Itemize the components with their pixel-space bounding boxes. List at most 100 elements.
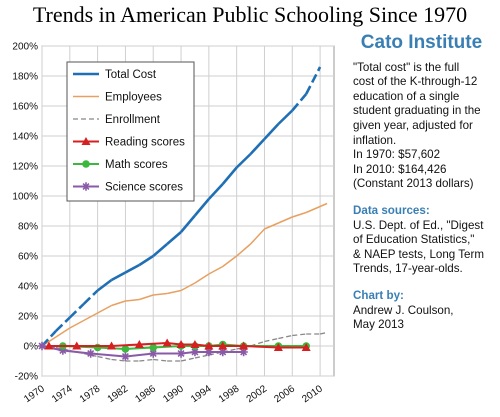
series-segment — [139, 294, 154, 301]
series-segment — [180, 357, 196, 362]
author-line: Andrew J. Coulson, — [353, 303, 454, 317]
series-segment — [138, 254, 154, 267]
x-tick-label: 2002 — [245, 383, 270, 405]
series-segment — [222, 255, 238, 268]
chart-by-heading: Chart by: — [353, 288, 404, 302]
data-point — [190, 347, 200, 357]
series-segment — [166, 231, 182, 245]
data-point — [239, 341, 249, 350]
series-segment — [124, 263, 140, 274]
description-line: student graduating in the — [353, 104, 481, 118]
series-segment — [292, 333, 307, 337]
data-point — [107, 341, 117, 350]
sources-heading: Data sources: — [353, 203, 430, 217]
x-tick-label: 1986 — [133, 383, 158, 405]
series-segment — [193, 198, 210, 217]
legend-item-employees: Employees — [73, 92, 162, 104]
y-tick-label: -20% — [15, 372, 38, 383]
y-tick-label: 0% — [24, 342, 39, 353]
series-segment — [180, 214, 196, 233]
data-point — [93, 343, 102, 352]
series-segment — [83, 312, 98, 322]
legend-item-reading: Reading scores — [73, 137, 185, 149]
legend-label: Total Cost — [105, 69, 157, 81]
data-point — [239, 347, 248, 357]
data-point — [37, 341, 47, 351]
cost-1970: In 1970: $57,602 — [353, 148, 441, 162]
data-point — [149, 343, 158, 352]
sources-line: & NAEP tests, Long Term — [353, 247, 485, 261]
data-point — [190, 340, 200, 348]
description-line: "Total cost" is the full — [353, 60, 460, 74]
data-point — [121, 345, 130, 353]
series-segment — [152, 243, 168, 257]
data-point — [218, 341, 228, 350]
series-segment — [221, 166, 238, 185]
series-reading — [44, 338, 311, 351]
series-segment — [264, 337, 279, 343]
constant-dollars-note: (Constant 2013 dollars) — [353, 177, 474, 191]
author-line: May 2013 — [353, 318, 404, 332]
y-tick-label: 80% — [18, 222, 38, 233]
x-tick-label: 1994 — [189, 383, 214, 405]
series-segment — [319, 202, 328, 208]
data-point — [134, 340, 144, 348]
series-segment — [235, 153, 252, 169]
series-segment — [236, 243, 252, 257]
series-segment — [250, 228, 266, 245]
legend-label: Science scores — [105, 182, 183, 194]
series-segment — [55, 327, 71, 338]
x-tick-label: 2006 — [272, 383, 297, 405]
chart-title: Trends in American Public Schooling Sinc… — [32, 2, 468, 27]
data-point — [301, 343, 311, 351]
x-tick-label: 1998 — [217, 383, 242, 405]
legend-label: Reading scores — [105, 137, 185, 149]
data-point — [273, 343, 283, 351]
series-segment — [249, 138, 266, 155]
series-segment — [277, 109, 294, 125]
legend-label: Employees — [105, 92, 162, 104]
series-segment — [69, 319, 85, 329]
x-tick-label: 1970 — [22, 383, 47, 405]
series-segment — [139, 342, 168, 346]
description-line: inflation. — [353, 133, 397, 147]
series-segment — [153, 345, 182, 349]
legend-label: Math scores — [105, 159, 168, 171]
legend-item-total_cost: Total Cost — [73, 69, 157, 81]
series-segment — [243, 345, 279, 349]
legend-marker — [81, 137, 91, 145]
series-segment — [264, 222, 279, 230]
series-segment — [208, 265, 224, 275]
series-segment — [263, 123, 280, 140]
data-point — [218, 347, 227, 357]
sidebar-panel: Cato Institute "Total cost" is the full … — [353, 33, 498, 333]
series-segment — [68, 303, 85, 319]
series-segment — [305, 205, 321, 214]
data-point — [121, 352, 130, 361]
legend-marker — [82, 160, 90, 168]
y-tick-label: 40% — [18, 282, 38, 293]
data-point — [58, 346, 68, 355]
x-tick-label: 1982 — [106, 383, 131, 405]
data-point — [176, 340, 186, 348]
brand-name: Cato Institute — [360, 32, 483, 53]
series-segment — [194, 273, 210, 284]
series-segment — [110, 271, 127, 282]
series-segment — [278, 334, 293, 340]
series-segment — [111, 358, 126, 362]
series-segment — [62, 349, 91, 355]
series-segment — [82, 289, 99, 305]
data-point — [72, 341, 82, 350]
y-tick-label: 180% — [12, 72, 38, 83]
description-line: education of a single — [353, 89, 460, 103]
y-tick-label: 20% — [18, 312, 38, 323]
series-segment — [278, 216, 293, 224]
series-segment — [125, 352, 154, 358]
legend-box — [66, 61, 195, 202]
series-segment — [207, 183, 224, 200]
series-segment — [97, 304, 112, 314]
series-segment — [194, 354, 209, 359]
cost-2010: In 2010: $164,426 — [353, 162, 447, 176]
series-segment — [153, 358, 168, 362]
series-segment — [90, 352, 126, 358]
